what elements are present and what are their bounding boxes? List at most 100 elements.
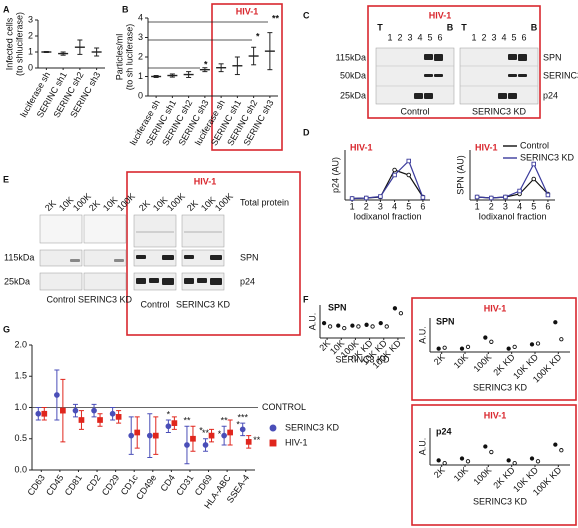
point	[115, 414, 122, 420]
lane-label: T	[377, 22, 383, 32]
y-tick-label: 3	[28, 14, 33, 24]
legend-label: Control	[520, 140, 549, 150]
blot-band	[414, 93, 423, 99]
blot-band	[162, 278, 174, 285]
point	[398, 311, 404, 316]
point	[41, 410, 48, 417]
lane-label: 2	[481, 32, 486, 42]
y-axis-label: A.U.	[417, 438, 427, 456]
point	[559, 337, 564, 342]
y-axis-label: Infected cells	[4, 17, 14, 70]
point	[459, 346, 465, 351]
significance: **	[202, 428, 210, 438]
x-tick-label: 3	[503, 201, 508, 211]
blot-band	[184, 278, 194, 284]
significance: ***	[237, 413, 248, 423]
hiv-frame-f2	[411, 297, 577, 401]
y-axis-label: (to shluciferase)	[14, 12, 24, 76]
panel-label: G	[3, 324, 10, 334]
blot	[39, 214, 83, 244]
point	[506, 458, 511, 463]
point	[553, 442, 558, 447]
group-label: Control	[140, 299, 169, 309]
blot-band	[508, 93, 517, 99]
blot-band	[149, 278, 159, 283]
point	[436, 346, 441, 351]
lane-label: B	[447, 22, 454, 32]
blot-band	[197, 278, 207, 283]
point	[489, 339, 494, 344]
point	[559, 448, 564, 453]
lane-label: 100K	[213, 191, 235, 213]
point	[202, 442, 209, 448]
point	[483, 335, 488, 340]
point	[356, 324, 361, 329]
point	[171, 420, 178, 426]
significance: **	[221, 416, 229, 426]
point	[406, 172, 412, 178]
point	[342, 325, 347, 331]
significance: **	[183, 416, 191, 426]
point	[503, 194, 508, 200]
point	[370, 324, 375, 329]
point	[134, 429, 141, 436]
point	[531, 161, 537, 167]
point	[35, 410, 42, 417]
hiv-frame-c	[367, 5, 541, 119]
point	[436, 458, 441, 463]
blot-band	[434, 54, 443, 61]
chart-title: HIV-1	[350, 142, 373, 152]
point	[146, 432, 153, 439]
point	[327, 324, 333, 329]
group-label: SERINC3 KD	[78, 294, 133, 304]
reference-label: CONTROL	[262, 402, 306, 412]
mw-marker: 25kDa	[4, 276, 30, 286]
point	[128, 432, 135, 439]
y-tick-label: 0	[28, 62, 33, 72]
x-tick-label: 10K	[452, 352, 470, 370]
protein-label: p24	[543, 90, 558, 100]
lane-label: 1	[471, 32, 476, 42]
group-label: SERINC3 KD	[472, 106, 527, 116]
significance: *	[167, 409, 171, 419]
y-axis-label: SPN (AU)	[455, 155, 465, 195]
blot-band	[424, 54, 433, 60]
y-tick-label: 1	[138, 71, 143, 81]
blot-band	[136, 255, 146, 259]
group-label: SERINC3 KD	[176, 299, 231, 309]
blot-band	[508, 54, 517, 60]
significance: *	[256, 31, 260, 41]
series-line	[352, 169, 424, 200]
point	[72, 407, 79, 414]
y-axis-label: A.U.	[307, 313, 317, 331]
y-tick-label: 1.5	[14, 371, 27, 381]
point	[392, 172, 397, 178]
x-tick-label: 5	[406, 201, 411, 211]
point	[531, 176, 537, 182]
y-tick-label: 4	[138, 12, 143, 22]
chart-title: SPN	[328, 302, 347, 312]
significance: *	[218, 429, 222, 439]
chart-title: SPN	[436, 316, 455, 326]
point	[392, 306, 398, 311]
point	[442, 460, 447, 466]
panel-label: F	[303, 294, 309, 304]
point	[442, 345, 447, 350]
blot	[133, 249, 177, 267]
x-tick-label: 100K	[471, 465, 493, 487]
blot-band	[508, 74, 517, 77]
x-tick-label: CD31	[174, 473, 195, 498]
y-tick-label: 2.0	[14, 339, 27, 349]
point	[269, 424, 277, 432]
blot-band	[114, 259, 124, 262]
x-axis-label: Iodixanol fraction	[478, 211, 546, 221]
point	[336, 323, 341, 328]
point	[512, 460, 517, 466]
lane-label: 3	[407, 32, 412, 42]
y-tick-label: 2	[28, 30, 33, 40]
panel-label: D	[303, 127, 310, 137]
x-tick-label: 100K	[471, 352, 493, 374]
mw-marker: 115kDa	[4, 252, 34, 262]
y-tick-label: 0	[138, 90, 143, 100]
